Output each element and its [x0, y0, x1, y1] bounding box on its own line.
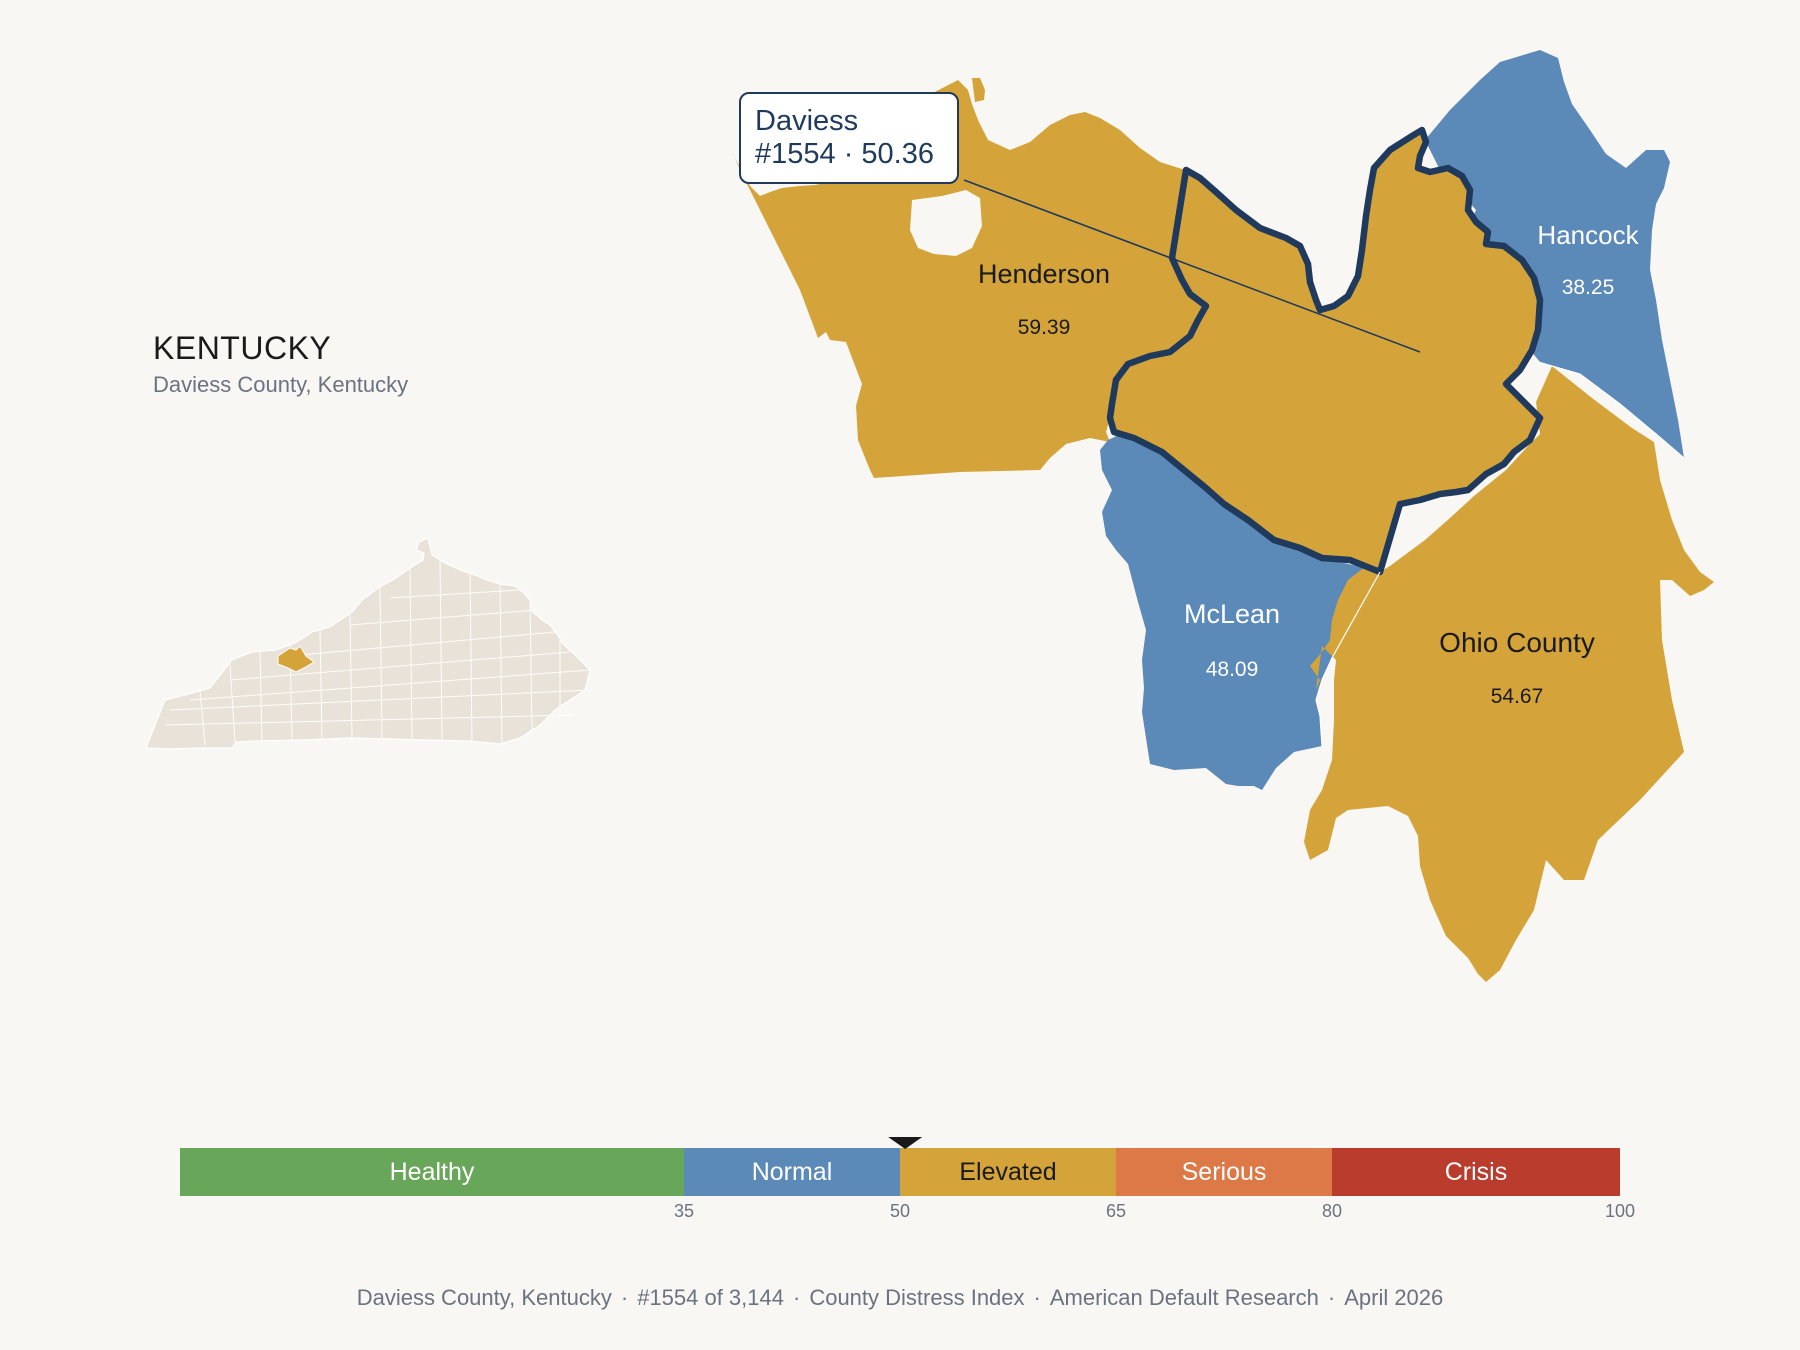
legend-value-marker — [888, 1137, 923, 1149]
callout-leader-line — [963, 179, 1421, 353]
county-label-ohio: Ohio County — [1439, 627, 1595, 658]
legend-tick-label: 35 — [674, 1201, 694, 1221]
locator-county-lines — [164, 559, 591, 746]
legend-tick-label: 100 — [1605, 1201, 1635, 1221]
county-hancock — [1425, 50, 1684, 458]
footer-date: April 2026 — [1344, 1285, 1444, 1310]
locator-daviess-highlight — [277, 645, 315, 673]
county-score-hancock: 38.25 — [1562, 276, 1615, 299]
callout-rank-score: #1554 · 50.36 — [755, 138, 934, 170]
footer-caption: Daviess County, Kentucky · #1554 of 3,144 ·… — [0, 1285, 1800, 1311]
footer-organization: American Default Research — [1049, 1285, 1319, 1310]
county-daviess — [1106, 126, 1544, 576]
footer-rank: #1554 of 3,144 — [637, 1285, 784, 1310]
legend-tick-label: 80 — [1322, 1201, 1342, 1221]
county-border-mclean-ohio — [1315, 571, 1381, 747]
footer-separator: · — [620, 1285, 629, 1310]
legend-band-label-normal: Normal — [752, 1158, 833, 1186]
legend-band-label-healthy: Healthy — [390, 1158, 475, 1186]
kentucky-outline — [145, 537, 591, 750]
county-callout: Daviess #1554 · 50.36 — [739, 92, 959, 184]
county-mclean — [1100, 428, 1380, 790]
legend-band-healthy — [180, 1148, 684, 1196]
legend-tick-label: 65 — [1106, 1201, 1126, 1221]
legend-band-label-crisis: Crisis — [1445, 1158, 1508, 1186]
county-score-henderson: 59.39 — [1018, 316, 1071, 339]
state-subtitle: Daviess County, Kentucky — [153, 372, 409, 397]
legend-band-crisis — [1332, 1148, 1620, 1196]
legend-tick-label: 50 — [890, 1201, 910, 1221]
county-label-hancock: Hancock — [1537, 220, 1639, 250]
county-labels: Henderson 59.39 Hancock 38.25 McLean 48.… — [978, 220, 1640, 708]
footer-separator: · — [1033, 1285, 1041, 1310]
county-label-henderson: Henderson — [978, 259, 1110, 289]
county-ohio — [1304, 366, 1714, 982]
legend-band-label-serious: Serious — [1182, 1158, 1267, 1186]
footer-index-name: County Distress Index — [809, 1285, 1025, 1310]
kentucky-locator-map — [145, 537, 591, 750]
legend-band-elevated — [900, 1148, 1116, 1196]
legend-band-label-elevated: Elevated — [959, 1158, 1056, 1186]
county-label-mclean: McLean — [1184, 599, 1280, 629]
callout-county-name: Daviess — [755, 105, 859, 137]
footer-separator: · — [793, 1285, 801, 1310]
county-score-ohio: 54.67 — [1491, 685, 1544, 708]
footer-separator: · — [1327, 1285, 1336, 1310]
distress-scale-legend: Healthy Normal Elevated Serious Crisis 35 50 65… — [180, 1137, 1635, 1221]
footer-county: Daviess County, Kentucky — [356, 1285, 612, 1310]
legend-band-serious — [1116, 1148, 1332, 1196]
legend-band-normal — [684, 1148, 900, 1196]
county-border-hancock-ohio — [1537, 361, 1685, 459]
state-title: KENTUCKY — [153, 330, 332, 366]
county-score-mclean: 48.09 — [1206, 658, 1259, 681]
